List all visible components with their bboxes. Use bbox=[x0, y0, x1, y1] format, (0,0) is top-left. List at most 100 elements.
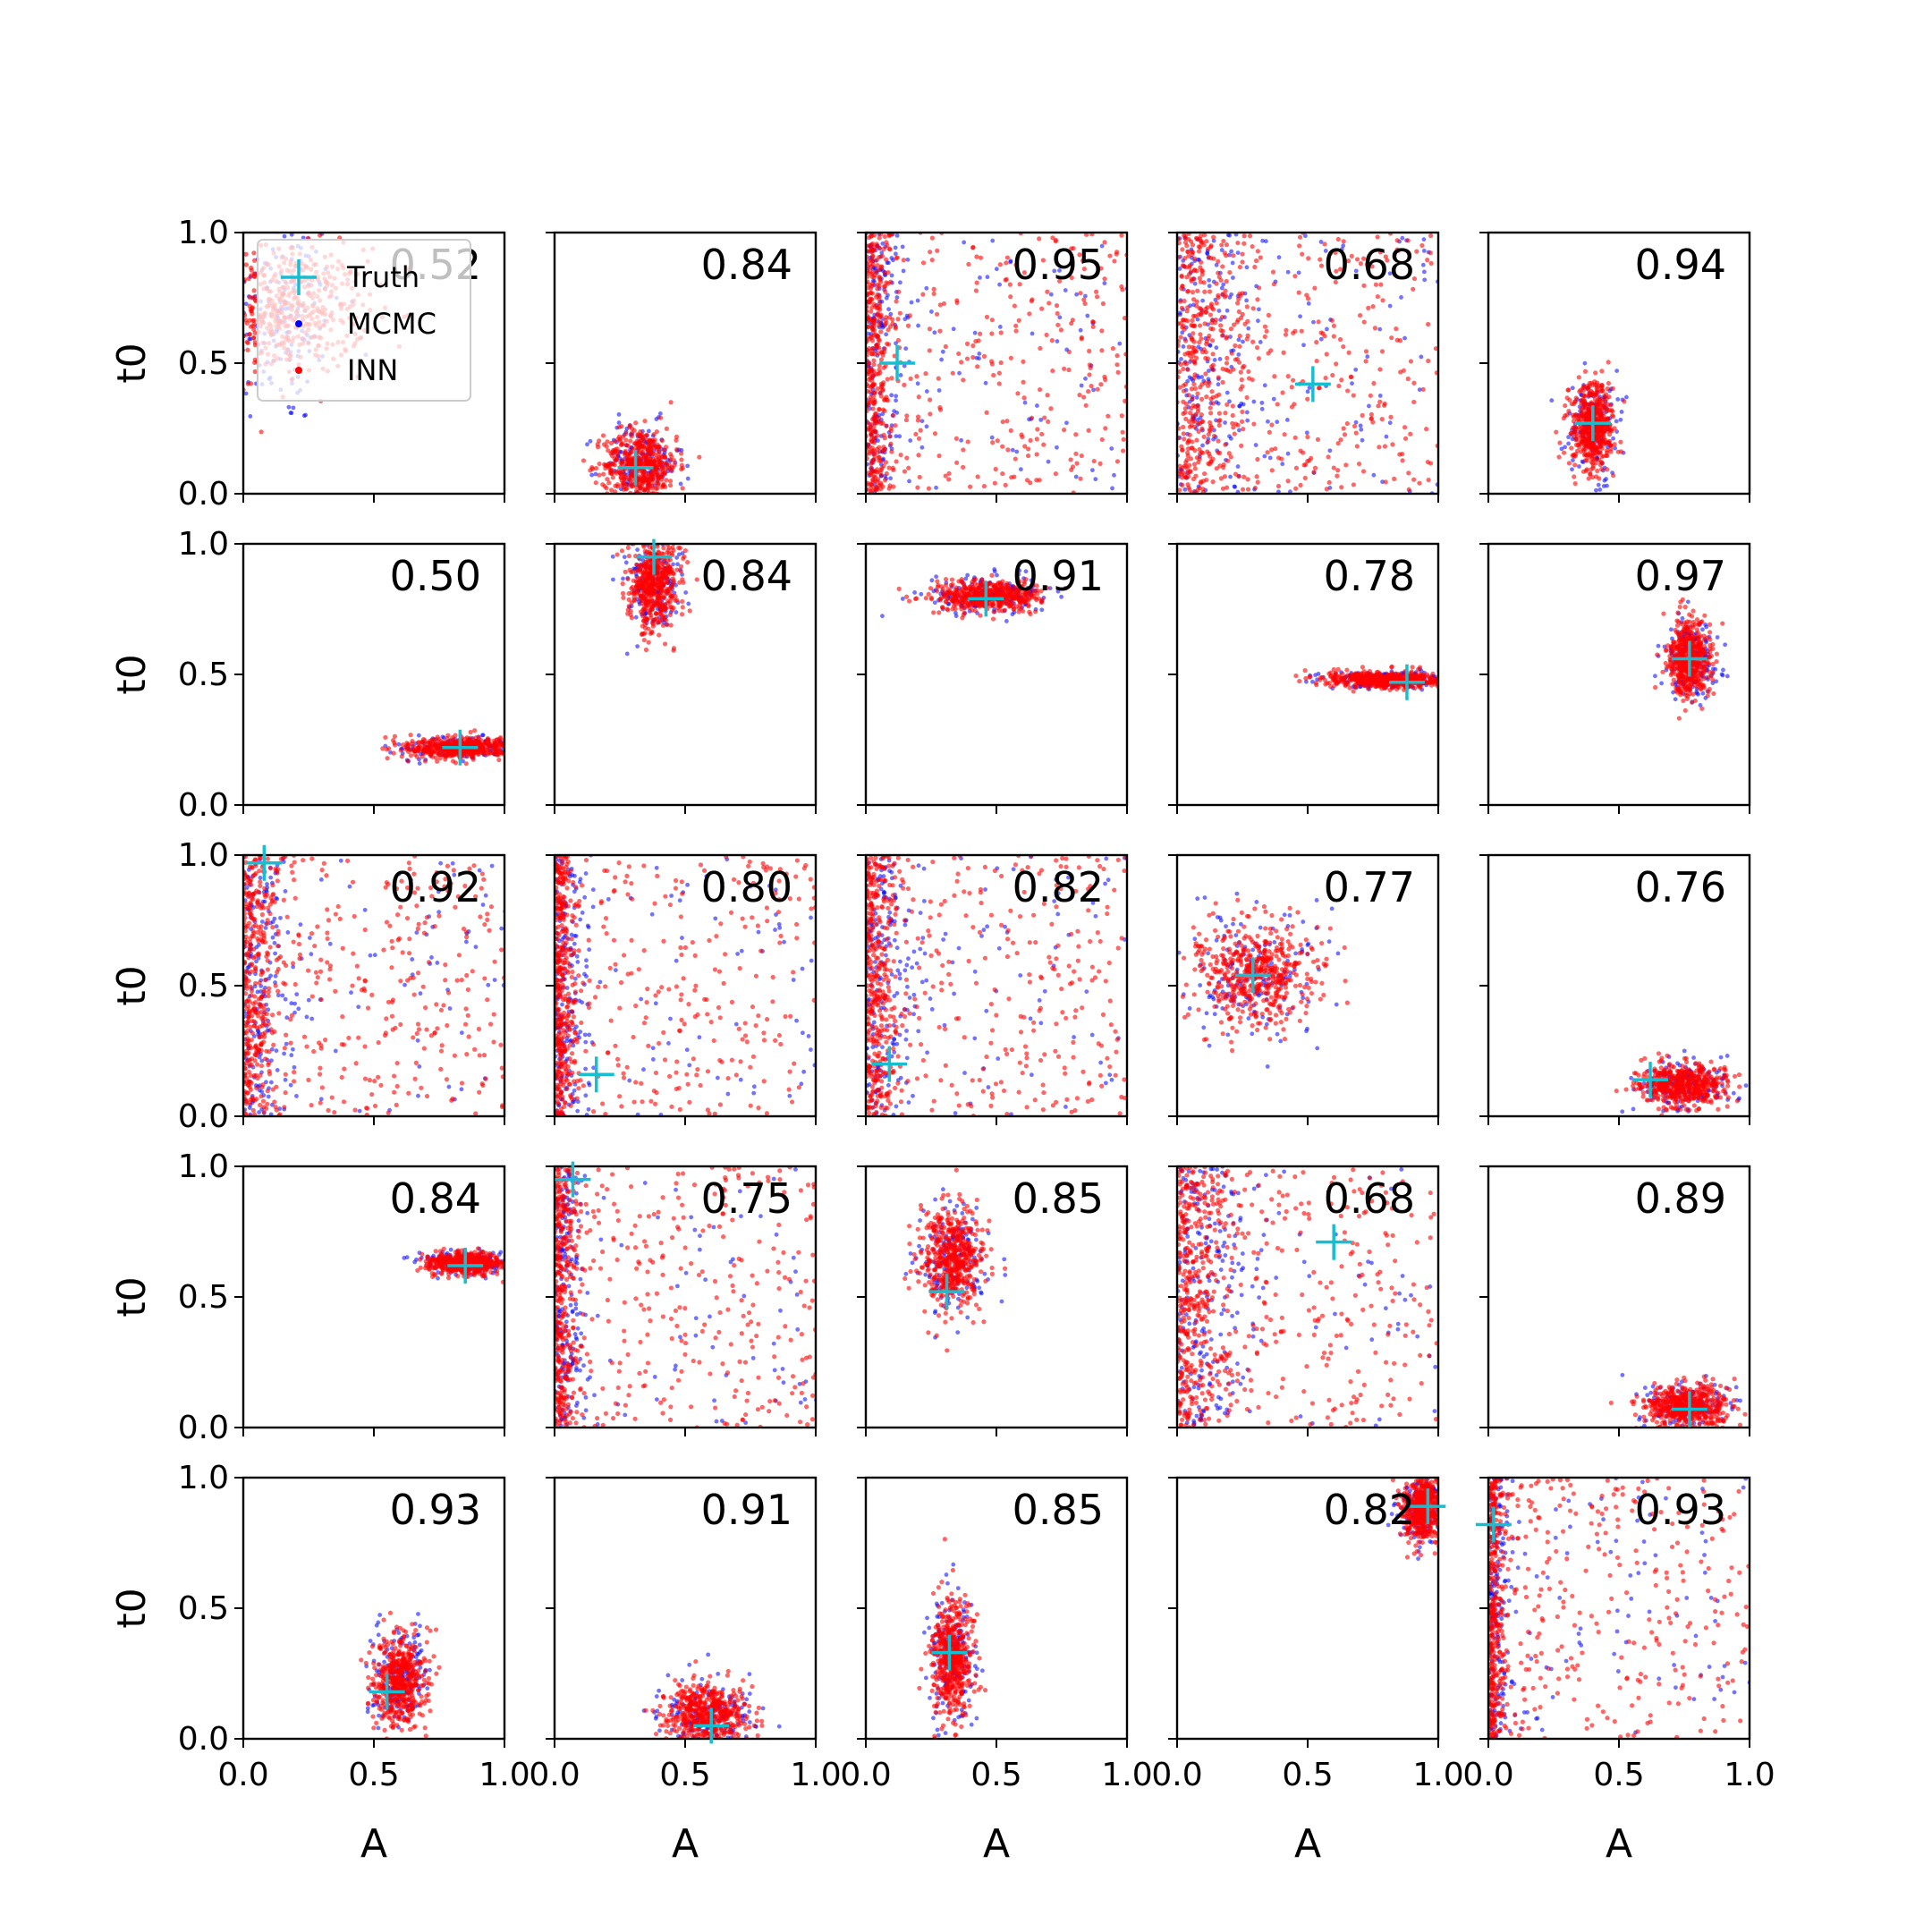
mcmc-point bbox=[897, 434, 902, 439]
inn-point bbox=[1181, 388, 1187, 394]
inn-point bbox=[654, 470, 660, 476]
inn-point bbox=[1187, 462, 1192, 468]
mcmc-point bbox=[1038, 417, 1044, 422]
inn-point bbox=[230, 288, 234, 292]
inn-point bbox=[1182, 406, 1188, 411]
inn-point bbox=[929, 258, 935, 263]
inn-point bbox=[996, 381, 1002, 386]
inn-point bbox=[1199, 382, 1205, 387]
inn-point bbox=[869, 488, 874, 494]
mcmc-point bbox=[894, 398, 898, 403]
mcmc-point bbox=[868, 406, 873, 411]
inn-point bbox=[1345, 388, 1351, 394]
inn-point bbox=[1224, 253, 1229, 258]
inn-point bbox=[1361, 256, 1367, 261]
inn-point bbox=[923, 371, 928, 377]
inn-point bbox=[1586, 445, 1591, 450]
inn-point bbox=[903, 417, 910, 423]
mcmc-point bbox=[1179, 356, 1183, 361]
inn-point bbox=[419, 754, 425, 759]
inn-point bbox=[871, 361, 877, 368]
inn-point bbox=[420, 740, 426, 746]
inn-point bbox=[1363, 349, 1369, 354]
inn-point bbox=[645, 496, 649, 501]
inn-point bbox=[625, 443, 631, 448]
inn-point bbox=[1245, 487, 1251, 492]
inn-point bbox=[936, 376, 941, 381]
mcmc-point bbox=[1237, 403, 1242, 409]
mcmc-point bbox=[513, 741, 518, 746]
inn-point bbox=[1408, 359, 1414, 364]
inn-point bbox=[902, 469, 908, 474]
inn-point bbox=[1229, 351, 1234, 356]
inn-point bbox=[1232, 322, 1237, 327]
inn-point bbox=[1177, 241, 1182, 246]
inn-point bbox=[657, 449, 662, 454]
inn-point bbox=[989, 318, 995, 323]
inn-point bbox=[1041, 442, 1046, 447]
inn-point bbox=[580, 458, 587, 463]
inn-point bbox=[665, 497, 669, 502]
inn-point bbox=[1237, 291, 1242, 297]
inn-point bbox=[216, 322, 221, 326]
inn-point bbox=[424, 749, 429, 754]
inn-point bbox=[1376, 403, 1381, 409]
inn-point bbox=[1582, 369, 1589, 374]
inn-point bbox=[1184, 457, 1190, 462]
inn-point bbox=[1250, 243, 1255, 250]
mcmc-point bbox=[1216, 382, 1221, 387]
inn-point bbox=[1216, 438, 1221, 444]
mcmc-point bbox=[893, 251, 898, 257]
inn-point bbox=[926, 486, 932, 491]
inn-point bbox=[1035, 427, 1040, 432]
inn-point bbox=[1181, 399, 1186, 404]
inn-point bbox=[412, 747, 418, 752]
mcmc-point bbox=[1618, 417, 1623, 422]
inn-point bbox=[1250, 377, 1255, 383]
inn-point bbox=[631, 496, 635, 500]
inn-point bbox=[901, 258, 906, 263]
inn-point bbox=[318, 233, 323, 238]
inn-point bbox=[1191, 323, 1197, 328]
inn-point bbox=[970, 244, 976, 250]
inn-point bbox=[992, 480, 997, 486]
mcmc-point bbox=[1421, 269, 1427, 275]
inn-point bbox=[1210, 394, 1216, 400]
inn-point bbox=[1046, 419, 1051, 425]
inn-point bbox=[629, 449, 634, 454]
inn-point bbox=[222, 298, 226, 302]
inn-point bbox=[1612, 426, 1617, 431]
inn-point bbox=[1087, 348, 1092, 354]
inn-point bbox=[1199, 396, 1205, 402]
inn-point bbox=[233, 312, 238, 317]
mcmc-point bbox=[1513, 324, 1517, 328]
inn-point bbox=[628, 438, 633, 444]
inn-point bbox=[175, 335, 180, 340]
inn-point bbox=[1004, 276, 1009, 282]
inn-point bbox=[1563, 402, 1568, 409]
inn-point bbox=[1608, 446, 1614, 452]
inn-point bbox=[238, 286, 242, 291]
inn-point bbox=[664, 426, 669, 431]
inn-point bbox=[216, 440, 220, 445]
inn-point bbox=[674, 434, 680, 440]
inn-point bbox=[869, 241, 876, 247]
inn-point bbox=[1220, 486, 1226, 491]
subplot-r0-c2: 0.95 bbox=[857, 231, 1129, 503]
inn-point bbox=[990, 440, 996, 445]
inn-point bbox=[886, 486, 892, 491]
inn-point bbox=[904, 413, 910, 419]
inn-point bbox=[954, 460, 960, 465]
inn-point bbox=[1205, 383, 1211, 388]
inn-point bbox=[984, 314, 990, 320]
inn-point bbox=[1390, 442, 1395, 447]
inn-point bbox=[1095, 386, 1100, 392]
inn-point bbox=[927, 348, 932, 353]
mcmc-point bbox=[1615, 397, 1621, 402]
inn-point bbox=[1056, 278, 1063, 284]
inn-point bbox=[1224, 335, 1230, 340]
mcmc-point bbox=[1099, 243, 1105, 249]
inn-point bbox=[1053, 471, 1058, 477]
mcmc-point bbox=[1353, 367, 1359, 372]
inn-point bbox=[435, 758, 440, 764]
